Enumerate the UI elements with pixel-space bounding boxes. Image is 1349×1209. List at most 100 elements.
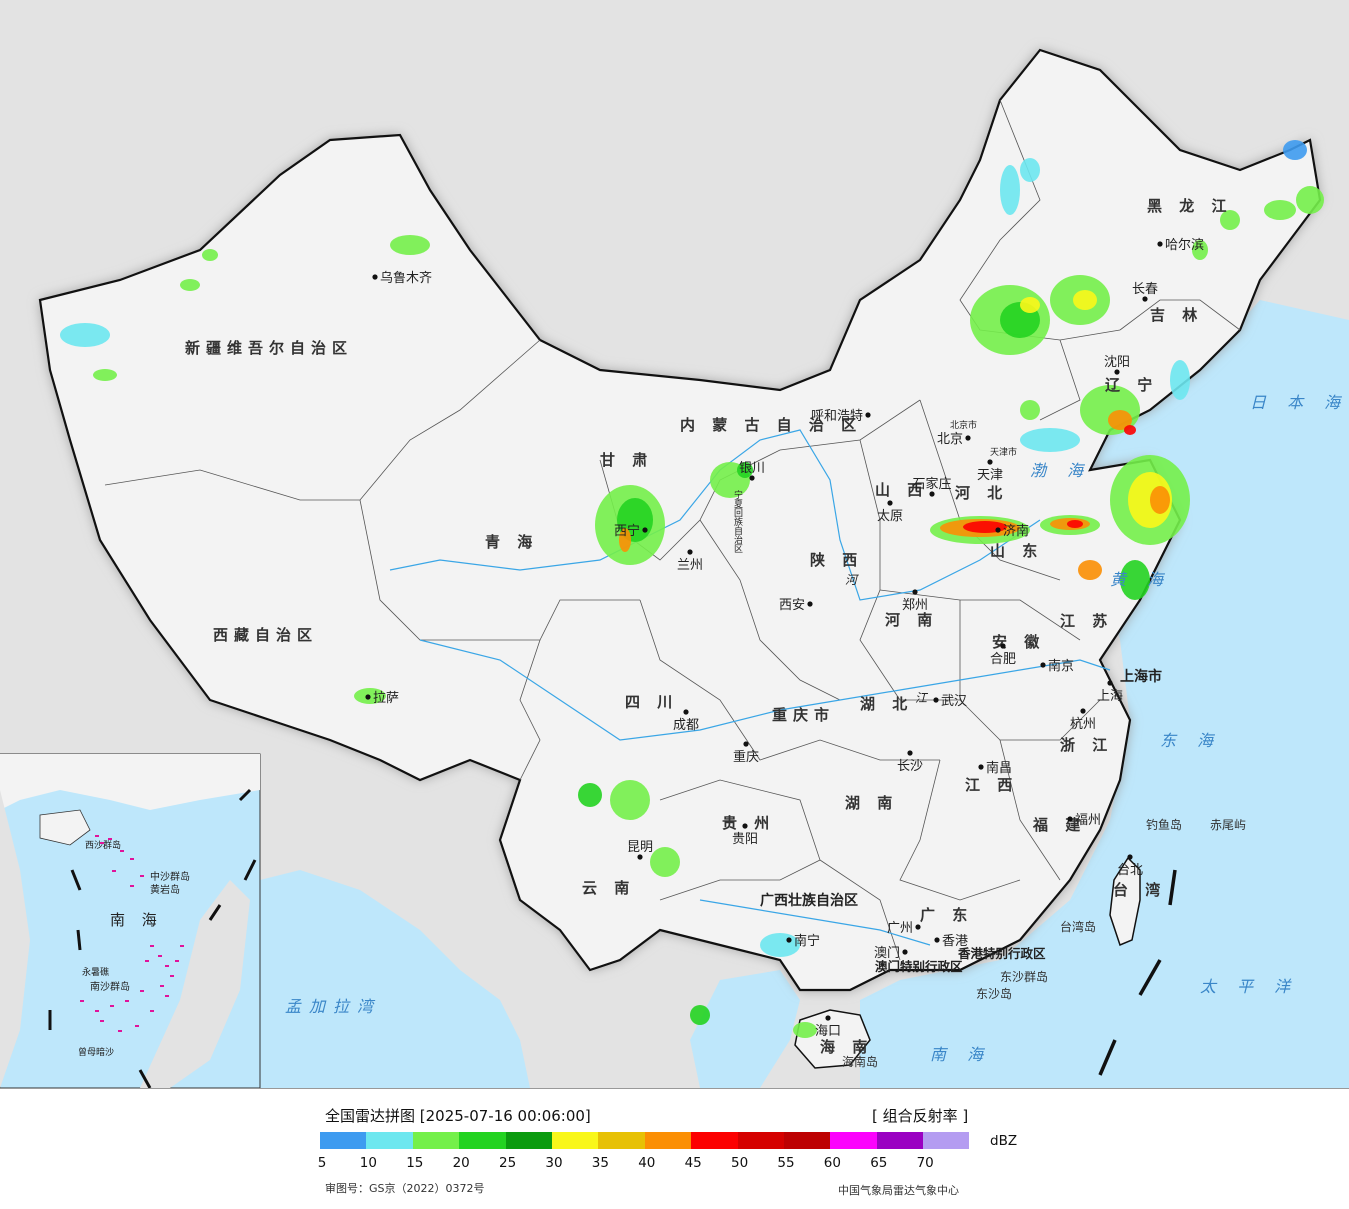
label-donghai: 东 海 xyxy=(1160,731,1221,750)
inset-island-mark xyxy=(140,990,144,992)
city-dot xyxy=(987,459,993,465)
city-dot xyxy=(1000,643,1006,649)
tick-label: 5 xyxy=(317,1155,327,1171)
inset-island-mark xyxy=(100,842,104,844)
echo-cell xyxy=(1120,560,1150,600)
echo-cell xyxy=(93,369,117,381)
city-nanchang: 南昌 xyxy=(978,760,1012,776)
city-haikou: 海口 xyxy=(815,1015,841,1039)
echo-cell xyxy=(1192,240,1208,260)
tick-label: 45 xyxy=(684,1155,702,1171)
label-beijing-shi: 北京市 xyxy=(950,419,977,431)
province-boundaries xyxy=(104,99,1241,961)
echo-cell xyxy=(737,462,753,478)
city-label: 广州 xyxy=(887,921,913,936)
inset-island-mark xyxy=(95,1010,99,1012)
city-label: 郑州 xyxy=(902,598,928,613)
city-label: 南京 xyxy=(1048,658,1074,674)
city-label: 上海 xyxy=(1097,689,1123,704)
city-label: 济南 xyxy=(1003,523,1029,539)
city-dot xyxy=(865,412,871,418)
inset-island-mark xyxy=(135,1025,139,1027)
inset-island-mark xyxy=(165,995,169,997)
city-dot xyxy=(912,589,918,595)
city-dot xyxy=(1067,816,1073,822)
city-shijiazhuang: 石家庄 xyxy=(913,476,952,497)
label-jilin: 吉 林 xyxy=(1150,306,1203,324)
maritime-boundary xyxy=(1098,869,1177,1076)
city-dot xyxy=(642,527,648,533)
color-swatch xyxy=(366,1132,413,1149)
city-label: 杭州 xyxy=(1070,717,1096,732)
tick-label: 30 xyxy=(545,1155,563,1171)
city-dot xyxy=(1107,680,1113,686)
city-label: 合肥 xyxy=(990,652,1016,667)
inset-nanhai-label: 南 海 xyxy=(110,911,163,929)
city-label: 西宁 xyxy=(614,523,640,539)
city-label: 天津 xyxy=(977,468,1003,483)
label-guizhou: 贵 州 xyxy=(722,814,775,832)
pearl-river xyxy=(699,899,931,946)
inset-island-mark xyxy=(145,960,149,962)
city-dot xyxy=(1114,369,1120,375)
color-swatch xyxy=(320,1132,367,1149)
color-swatch xyxy=(551,1132,599,1149)
city-dot xyxy=(902,949,908,955)
yangtze-river xyxy=(419,639,1111,741)
color-swatch xyxy=(691,1132,738,1149)
inset-island-mark xyxy=(150,1010,154,1012)
product-label: [ 组合反射率 ] xyxy=(872,1107,969,1125)
color-swatch xyxy=(783,1132,831,1149)
city-dot xyxy=(1127,854,1133,860)
echo-cell xyxy=(1170,360,1190,400)
city-guiyang: 贵阳 xyxy=(732,823,758,847)
label-jiangsu: 江 苏 xyxy=(1060,612,1113,630)
echo-cell xyxy=(1020,428,1080,452)
color-swatch xyxy=(412,1132,460,1149)
echo-cell xyxy=(1296,186,1324,214)
city-dot xyxy=(1142,296,1148,302)
inset-xisha-label: 西沙群岛 xyxy=(85,839,121,851)
inset-island-mark xyxy=(100,1020,104,1022)
inset-island-mark xyxy=(95,835,99,837)
echo-cell xyxy=(202,249,218,261)
legend-panel: 全国雷达拼图 [2025-07-16 00:06:00] [ 组合反射率 ] 5… xyxy=(0,1088,1349,1209)
city-dot xyxy=(915,924,921,930)
label-shandong: 山 东 xyxy=(990,542,1043,560)
city-label: 兰州 xyxy=(677,558,703,573)
city-wuhan: 武汉 xyxy=(933,694,967,709)
echo-cell xyxy=(650,847,680,877)
echo-cell xyxy=(1073,290,1097,310)
city-label: 武汉 xyxy=(941,694,967,709)
taiwan-island xyxy=(1109,856,1141,947)
inset-island-mark xyxy=(108,838,112,840)
south-china-sea-inset: 南 海 中沙群岛 黄岩岛 南沙群岛 永暑礁 曾母暗沙 西沙群岛 xyxy=(0,753,261,1088)
inset-island-mark xyxy=(180,945,184,947)
city-label: 西安 xyxy=(779,598,805,613)
echo-cell xyxy=(793,1022,817,1038)
echo-cell xyxy=(619,528,631,552)
tick-label: 15 xyxy=(406,1155,424,1171)
city-kunming: 昆明 xyxy=(627,840,653,860)
label-ningxia: 宁夏回族自治区 xyxy=(732,489,743,553)
label-bohai: 渤 海 xyxy=(1030,461,1091,480)
city-dot xyxy=(1157,241,1163,247)
tick-label: 55 xyxy=(777,1155,795,1171)
city-chongqing: 重庆 xyxy=(733,741,759,765)
city-label: 哈尔滨 xyxy=(1165,237,1204,253)
city-label: 成都 xyxy=(673,718,699,733)
label-huanghai: 黄 海 xyxy=(1110,570,1171,589)
label-henan: 河 南 xyxy=(885,611,938,629)
city-label: 海口 xyxy=(815,1024,841,1039)
label-anhui: 安 徽 xyxy=(992,633,1045,651)
inset-island-mark xyxy=(158,955,162,957)
city-label: 昆明 xyxy=(627,840,653,855)
label-xizang: 西藏自治区 xyxy=(213,626,318,644)
city-shanghai: 上海 xyxy=(1097,680,1123,704)
city-dot xyxy=(807,601,813,607)
city-hohhot: 呼和浩特 xyxy=(811,409,871,424)
radar-echoes xyxy=(60,140,1324,1038)
inset-island-mark xyxy=(118,1030,122,1032)
echo-cell xyxy=(1220,210,1240,230)
city-dot xyxy=(742,823,748,829)
